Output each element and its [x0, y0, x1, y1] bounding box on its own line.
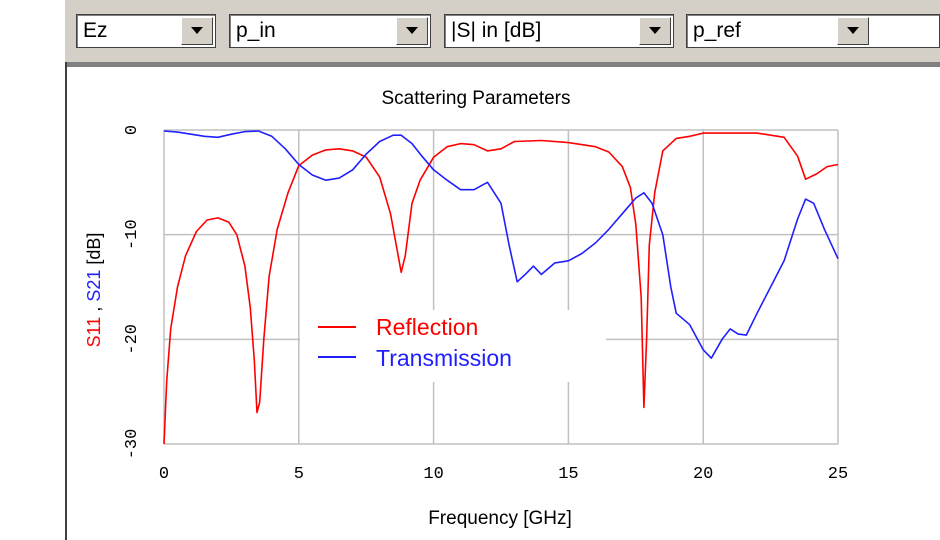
legend-background [300, 310, 606, 382]
chart-lines [163, 130, 839, 445]
port-in-select-value: p_in [236, 19, 276, 42]
chevron-down-icon [406, 27, 418, 34]
field-select-dropdown-button[interactable] [181, 17, 213, 45]
y-tick-label: -30 [123, 429, 142, 460]
x-tick-label: 20 [693, 465, 713, 484]
x-axis-label: Frequency [GHz] [428, 508, 572, 529]
chart-grid [163, 129, 839, 445]
s-parameter-chart: Scattering Parameters 0 5 10 15 20 25 0 -10 -20 -… [84, 88, 848, 529]
x-tick-label: 25 [828, 465, 848, 484]
chart-legend: Reflection Transmission [300, 310, 606, 382]
quantity-select[interactable]: |S| in [dB] [444, 14, 674, 48]
y-axis-label-unit: [dB] [84, 233, 104, 270]
x-tick-label: 15 [558, 465, 578, 484]
field-select-value: Ez [83, 19, 108, 42]
toolbar: Ez p_in |S| in [dB] p_ref [65, 0, 940, 62]
port-ref-select-dropdown-button[interactable] [837, 17, 869, 45]
chevron-down-icon [847, 27, 859, 34]
y-tick-label: -10 [123, 219, 142, 250]
x-tick-label: 0 [159, 465, 169, 484]
field-select[interactable]: Ez [76, 14, 216, 48]
series-line-transmission [163, 130, 839, 360]
y-tick-label: -20 [123, 324, 142, 355]
x-tick-label: 5 [294, 465, 304, 484]
chart-ticks: 0 5 10 15 20 25 0 -10 -20 -30 [123, 125, 848, 484]
chevron-down-icon [191, 27, 203, 34]
x-tick-label: 10 [423, 465, 443, 484]
series-line-reflection [163, 132, 839, 445]
plot-frame-left [65, 62, 67, 540]
port-in-select[interactable]: p_in [229, 14, 431, 48]
y-axis-label: S11 , S21 [dB] [84, 233, 104, 348]
legend-label-transmission: Transmission [376, 345, 512, 371]
plot-frame-top [67, 62, 940, 67]
y-axis-label-s11: S11 [84, 317, 104, 348]
quantity-select-dropdown-button[interactable] [639, 17, 671, 45]
port-ref-select[interactable]: p_ref [686, 14, 940, 48]
y-axis-label-sep: , [84, 302, 104, 317]
legend-label-reflection: Reflection [376, 314, 478, 340]
port-in-select-dropdown-button[interactable] [396, 17, 428, 45]
y-axis-label-s21: S21 [84, 270, 104, 302]
chevron-down-icon [649, 27, 661, 34]
quantity-select-value: |S| in [dB] [451, 19, 542, 42]
y-tick-label: 0 [123, 125, 142, 135]
chart-title: Scattering Parameters [381, 88, 570, 109]
port-ref-select-value: p_ref [693, 19, 741, 42]
